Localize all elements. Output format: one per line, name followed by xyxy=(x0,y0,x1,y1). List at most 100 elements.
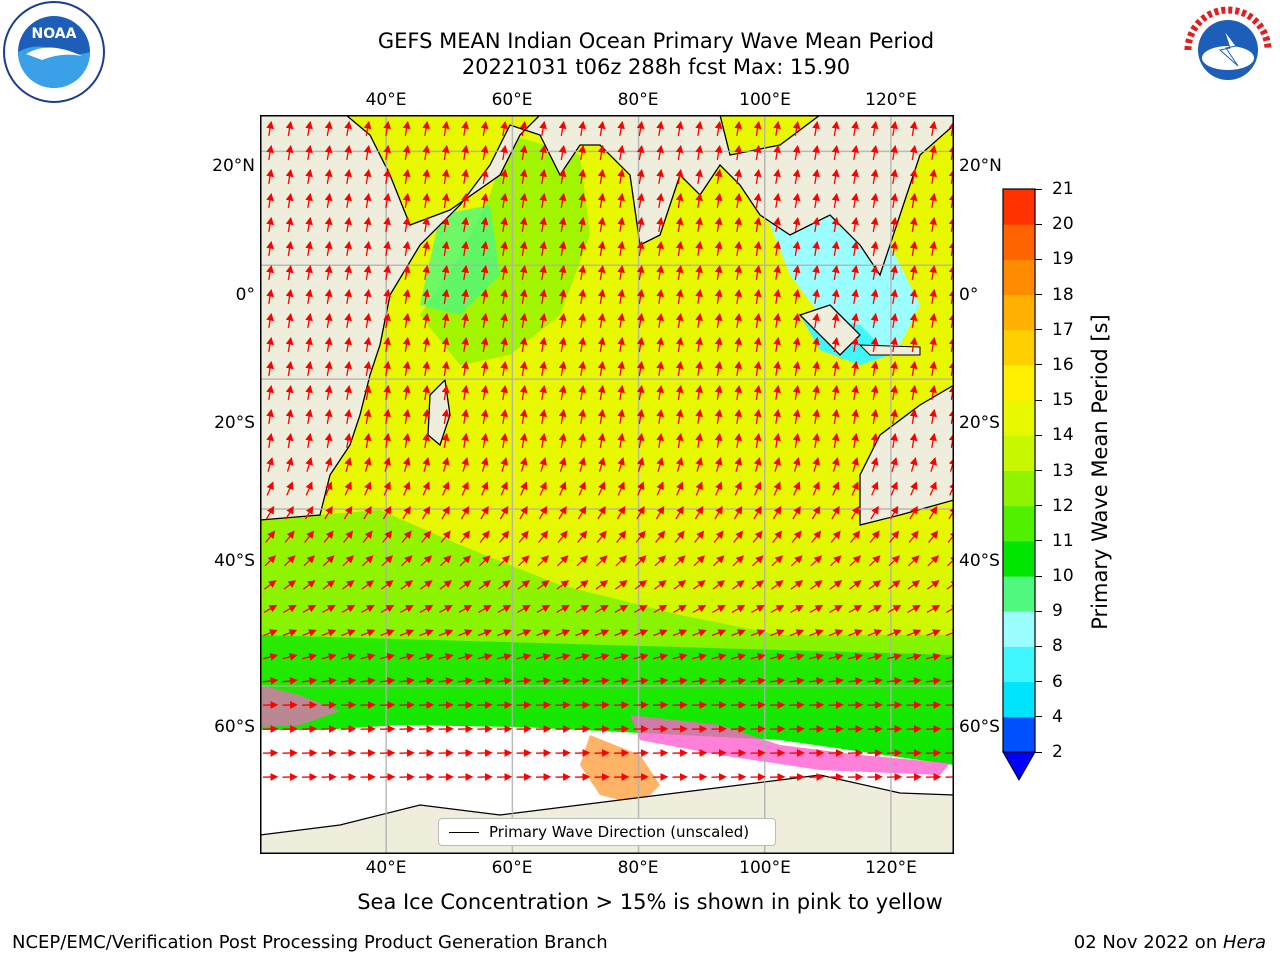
wave-direction-arrow xyxy=(539,288,547,305)
wave-direction-arrow xyxy=(266,192,274,209)
wave-direction-arrow xyxy=(812,384,820,401)
wave-direction-arrow xyxy=(731,604,746,613)
wave-direction-arrow xyxy=(461,288,469,305)
wave-direction-arrow xyxy=(360,629,376,637)
wave-direction-arrow xyxy=(575,653,591,661)
wave-direction-arrow xyxy=(500,168,508,185)
wave-direction-arrow xyxy=(383,481,391,496)
wave-direction-arrow xyxy=(283,580,297,590)
wave-direction-arrow xyxy=(575,604,590,613)
wave-direction-arrow xyxy=(614,653,630,661)
wave-direction-arrow xyxy=(519,505,528,520)
wave-direction-arrow xyxy=(556,604,570,613)
wave-direction-arrow xyxy=(305,144,313,161)
wave-direction-arrow xyxy=(440,530,451,543)
wave-direction-arrow xyxy=(402,457,411,472)
wave-direction-arrow xyxy=(792,264,801,281)
wave-direction-arrow xyxy=(402,240,411,257)
wave-direction-arrow xyxy=(867,653,883,661)
wave-direction-arrow xyxy=(422,216,430,233)
wave-direction-arrow xyxy=(478,604,492,613)
wave-direction-arrow xyxy=(695,288,703,305)
wave-direction-arrow xyxy=(480,432,489,449)
wave-direction-arrow xyxy=(692,653,708,661)
wave-direction-arrow xyxy=(773,384,781,401)
colorbar-block xyxy=(1003,189,1035,225)
wave-direction-arrow xyxy=(613,677,630,685)
wave-direction-arrow xyxy=(792,240,801,257)
wave-direction-arrow xyxy=(344,264,352,281)
wave-direction-arrow xyxy=(790,580,804,590)
wave-direction-arrow xyxy=(617,432,625,449)
wave-direction-arrow xyxy=(383,240,391,257)
wave-direction-arrow xyxy=(868,555,881,567)
lon-tick-top-60e: 60°E xyxy=(491,90,533,110)
colorbar-tick-mark xyxy=(1035,575,1042,577)
wave-direction-arrow xyxy=(753,384,762,401)
wave-direction-arrow xyxy=(477,677,493,685)
lon-tick-top-40e: 40°E xyxy=(365,90,407,110)
wave-direction-arrow xyxy=(519,216,528,233)
colorbar-tick-mark xyxy=(1035,223,1042,225)
chart-subtitle-date: 20221031 t06z 288h fcst Max: 15.90 xyxy=(461,55,851,79)
nws-logo xyxy=(1180,2,1276,98)
wave-direction-arrow xyxy=(500,384,508,401)
wave-direction-arrow xyxy=(402,120,411,137)
wave-direction-arrow xyxy=(656,120,664,137)
lon-tick-bottom-60e: 60°E xyxy=(491,858,533,878)
wave-direction-arrow xyxy=(596,530,607,543)
wave-direction-arrow xyxy=(769,677,786,685)
wave-direction-arrow xyxy=(380,653,396,661)
wave-direction-arrow xyxy=(695,481,703,496)
wave-direction-arrow xyxy=(383,457,391,472)
wave-direction-arrow xyxy=(419,604,434,613)
colorbar-tick-mark xyxy=(1035,645,1042,647)
wave-direction-arrow xyxy=(361,555,374,567)
wave-direction-arrow xyxy=(672,677,688,685)
wave-direction-arrow xyxy=(461,192,469,209)
wave-direction-arrow xyxy=(830,530,841,543)
colorbar-tick-label: 13 xyxy=(1052,460,1074,481)
wave-direction-arrow xyxy=(734,408,742,425)
wave-direction-arrow xyxy=(539,240,547,257)
wave-direction-arrow xyxy=(812,168,820,185)
wave-direction-arrow xyxy=(441,216,450,233)
wave-direction-arrow xyxy=(285,216,294,233)
wave-direction-arrow xyxy=(438,653,454,661)
wave-direction-arrow xyxy=(575,629,590,637)
wave-direction-arrow xyxy=(539,168,547,185)
colorbar-block xyxy=(1003,259,1035,296)
wave-direction-arrow xyxy=(929,360,937,377)
wave-direction-arrow xyxy=(441,288,450,305)
wave-direction-arrow xyxy=(695,457,703,472)
wave-direction-arrow xyxy=(264,555,277,567)
wave-direction-arrow xyxy=(500,240,508,257)
wave-direction-arrow xyxy=(461,240,469,257)
wave-direction-arrow xyxy=(402,264,411,281)
wave-direction-arrow xyxy=(402,168,411,185)
wave-direction-arrow xyxy=(441,336,450,353)
colorbar-extend-triangle xyxy=(1002,751,1036,782)
wave-direction-arrow xyxy=(516,677,532,685)
wave-direction-arrow xyxy=(461,144,469,161)
wave-direction-arrow xyxy=(305,120,313,137)
wave-direction-arrow xyxy=(812,240,820,257)
wave-direction-arrow xyxy=(576,555,589,567)
wave-direction-arrow xyxy=(870,144,879,161)
wave-direction-arrow xyxy=(617,240,625,257)
wave-direction-arrow xyxy=(929,144,937,161)
wave-direction-arrow xyxy=(714,288,723,305)
wave-direction-arrow xyxy=(692,629,707,637)
wave-direction-arrow xyxy=(654,580,667,590)
wave-direction-arrow xyxy=(461,336,469,353)
wave-direction-arrow xyxy=(383,360,391,377)
colorbar-tick-label: 18 xyxy=(1052,284,1074,305)
wave-direction-arrow xyxy=(383,168,391,185)
wave-direction-arrow xyxy=(422,120,430,137)
wave-direction-arrow xyxy=(441,144,450,161)
wave-direction-arrow xyxy=(305,457,313,472)
wave-direction-arrow xyxy=(831,264,840,281)
wave-direction-arrow xyxy=(773,168,781,185)
wave-direction-arrow xyxy=(714,312,723,329)
wave-direction-arrow xyxy=(539,216,547,233)
